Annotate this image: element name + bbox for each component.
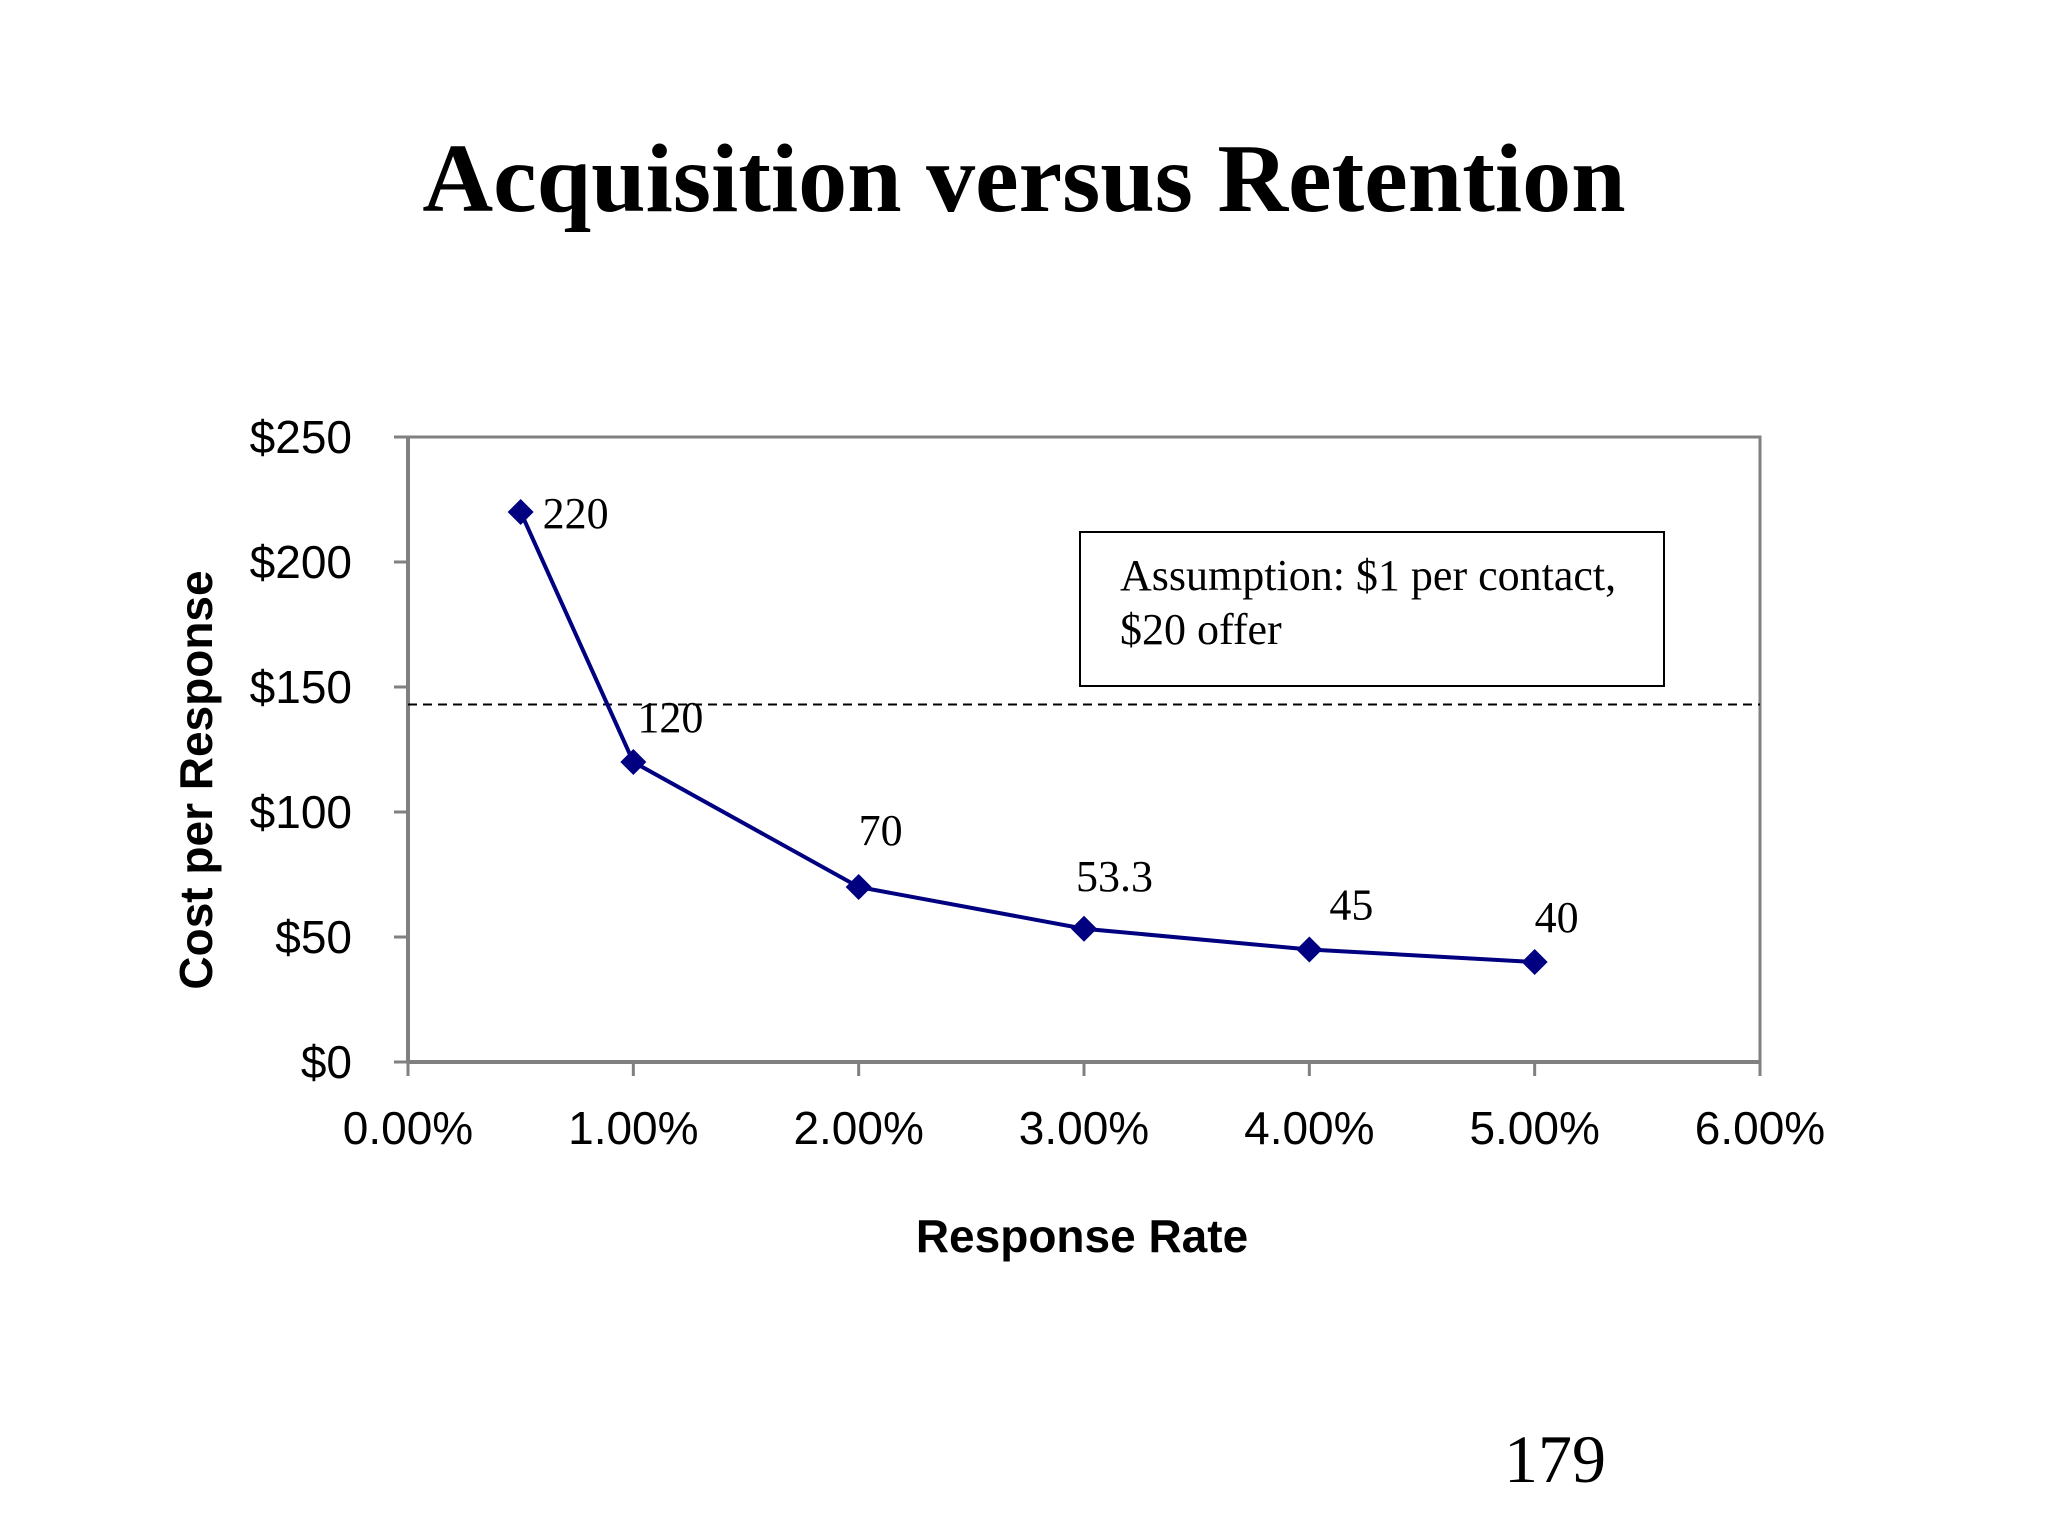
y-tick-label: $0	[301, 1036, 352, 1088]
assumption-line-2: $20 offer	[1120, 605, 1282, 654]
y-tick-label: $200	[250, 536, 352, 588]
x-tick-label: 3.00%	[1019, 1102, 1149, 1154]
x-tick-label: 6.00%	[1695, 1102, 1825, 1154]
data-label: 45	[1329, 881, 1373, 930]
data-label: 53.3	[1076, 852, 1153, 901]
y-tick-label: $250	[250, 411, 352, 463]
y-tick-label: $100	[250, 786, 352, 838]
data-point	[845, 874, 872, 900]
x-tick-label: 5.00%	[1469, 1102, 1599, 1154]
data-label: 70	[859, 806, 903, 855]
data-label: 40	[1535, 893, 1579, 942]
page-number: 179	[1504, 1421, 1606, 1497]
assumption-box-frame	[1079, 531, 1665, 687]
plot-area	[406, 435, 1762, 1064]
data-point	[1071, 915, 1097, 942]
y-tick-label: $150	[250, 661, 352, 713]
data-point	[1296, 936, 1323, 963]
data-point	[620, 749, 647, 775]
series-layer: 220 120 70 53.3 45 40	[507, 489, 1579, 975]
assumption-box: Assumption: $1 per contact, $20 offer	[1079, 531, 1665, 687]
assumption-line-1: Assumption: $1 per contact,	[1120, 551, 1616, 600]
slide-title: Acquisition versus Retention	[422, 125, 1626, 233]
x-tick-label: 0.00%	[343, 1102, 473, 1154]
data-label: 120	[637, 693, 703, 742]
y-tick-label: $50	[275, 911, 352, 963]
x-tick-label: 2.00%	[793, 1102, 923, 1154]
data-point	[1521, 949, 1548, 975]
x-tick-label: 4.00%	[1244, 1102, 1374, 1154]
data-label: 220	[543, 489, 609, 538]
x-tick-label: 1.00%	[568, 1102, 698, 1154]
x-axis: 0.00% 1.00% 2.00% 3.00% 4.00% 5.00% 6.00%	[343, 1062, 1825, 1154]
plot-border	[406, 435, 1762, 1064]
series-line	[518, 511, 1535, 964]
y-axis: $0 $50 $100 $150 $200 $250	[250, 411, 408, 1088]
y-axis-label: Cost per Response	[170, 570, 222, 989]
data-point	[507, 499, 534, 525]
x-axis-label: Response Rate	[916, 1210, 1248, 1262]
